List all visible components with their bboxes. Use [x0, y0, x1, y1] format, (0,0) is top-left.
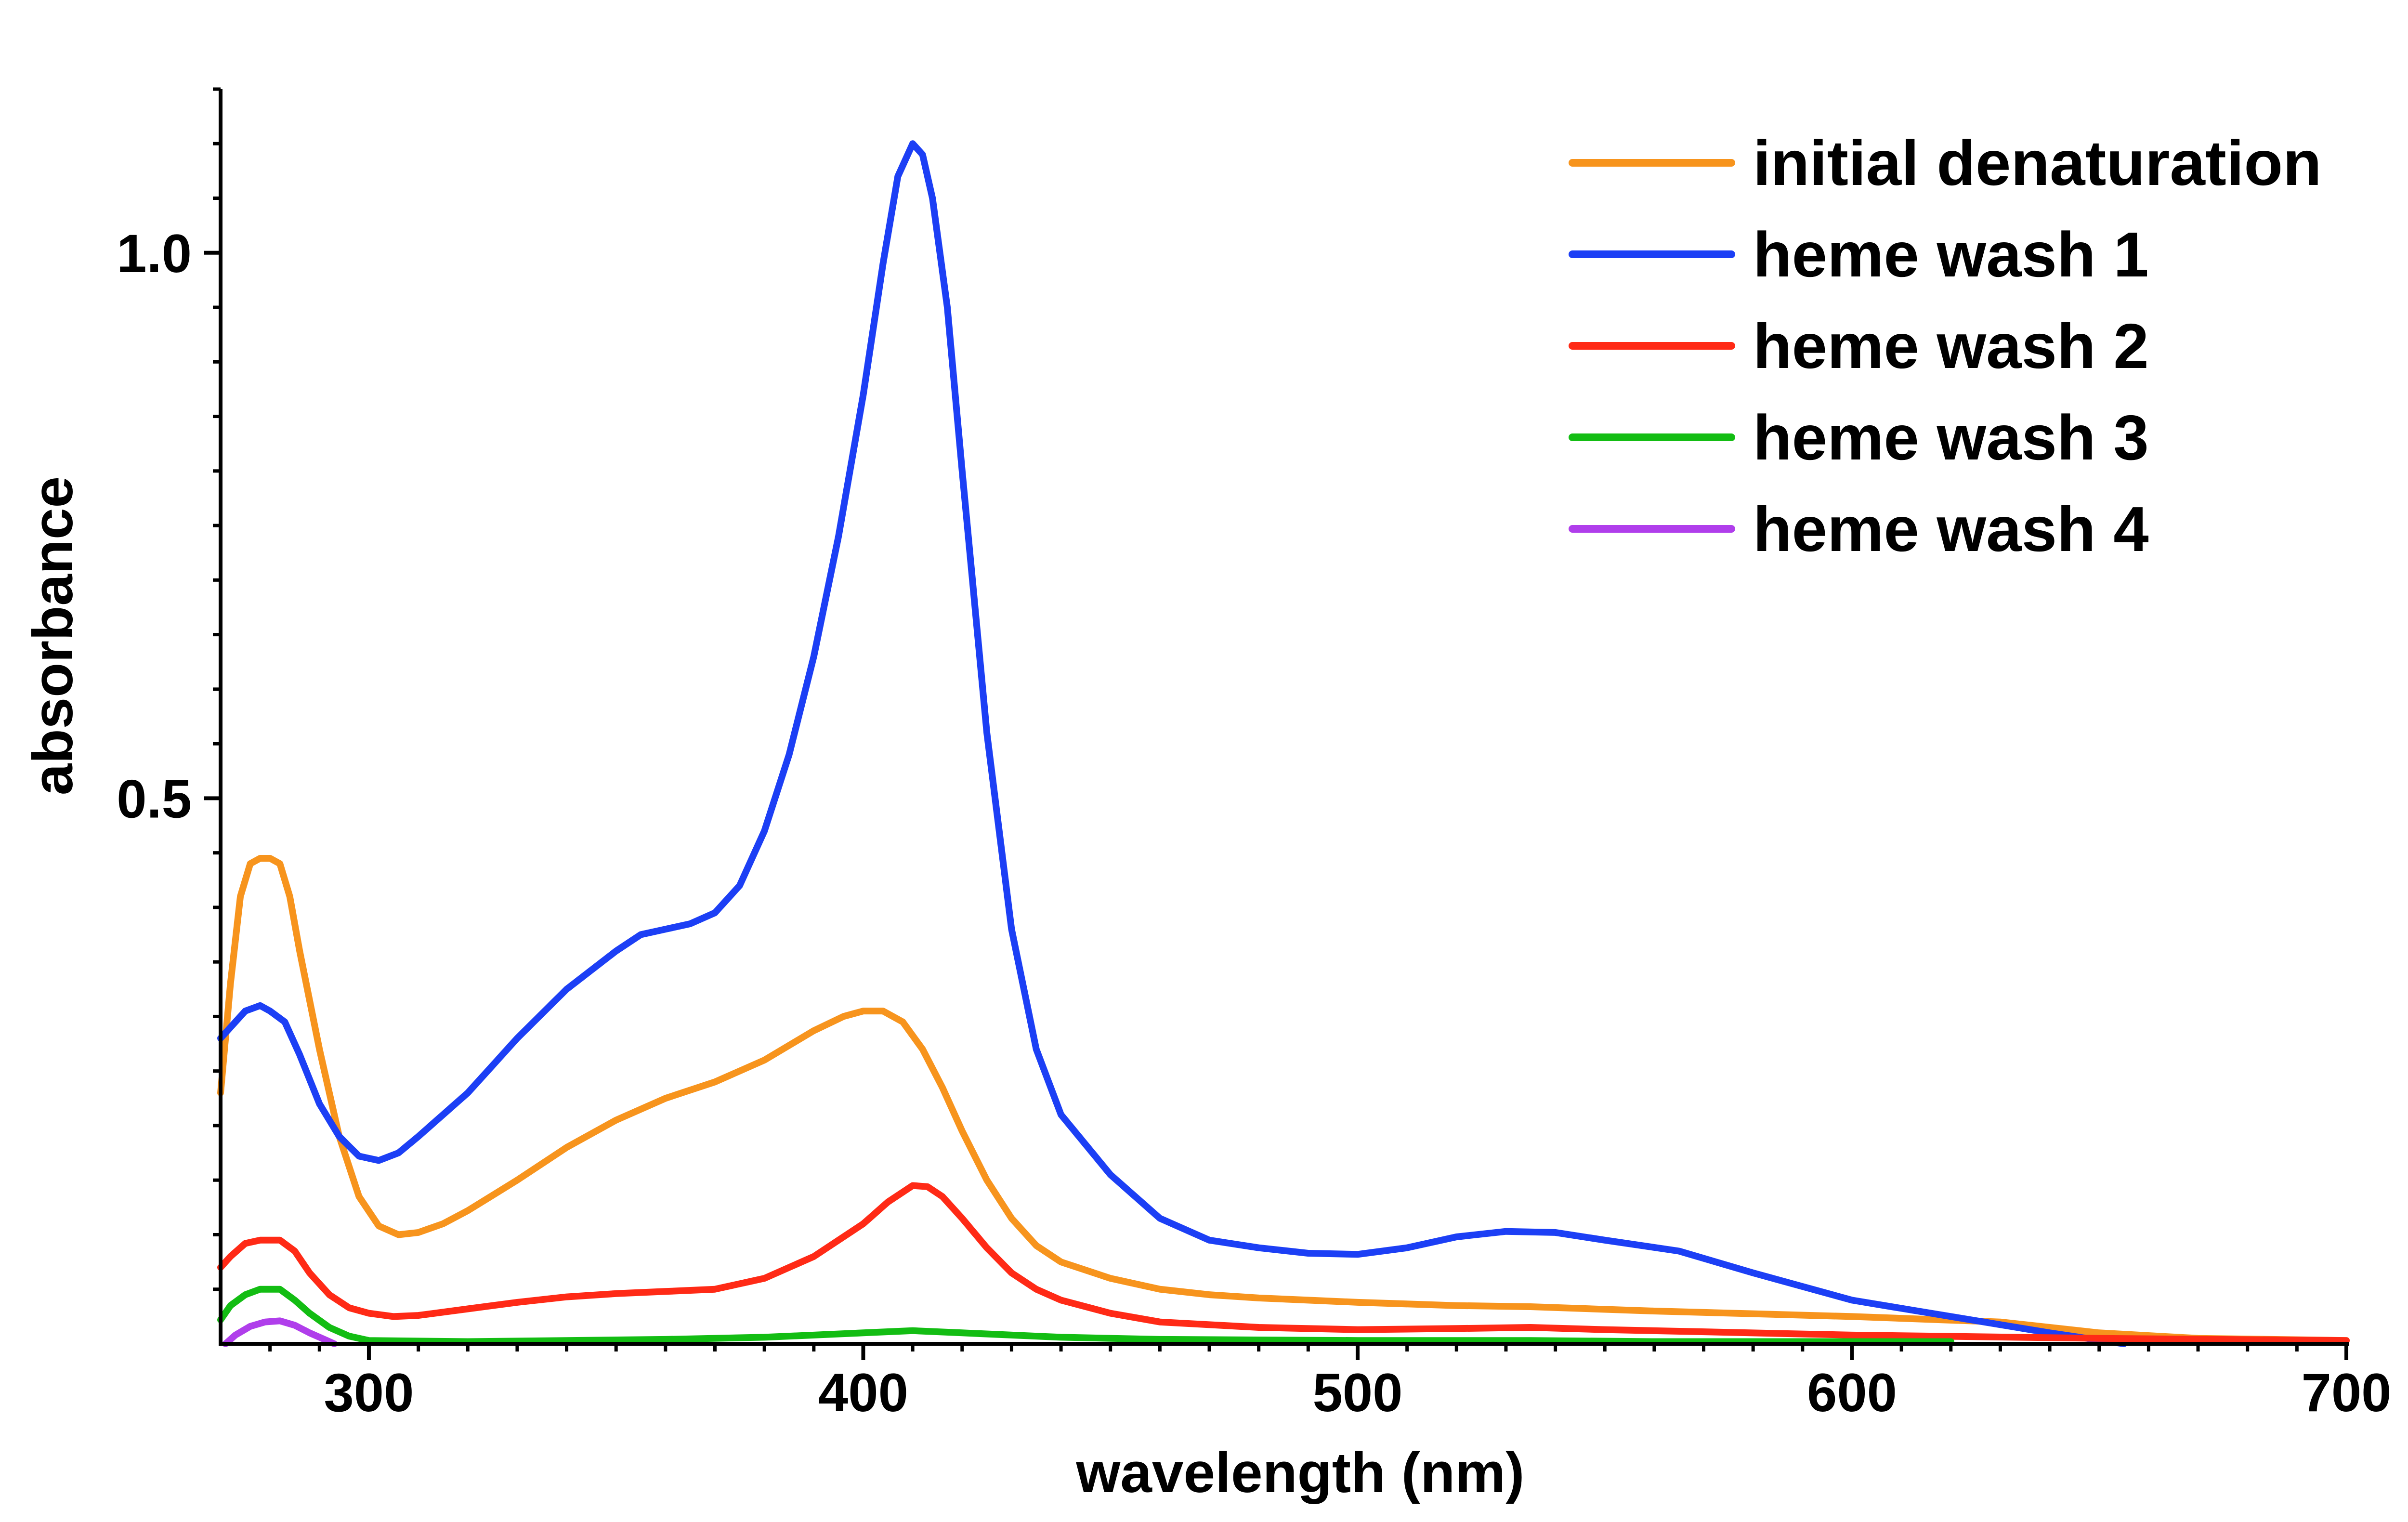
legend-item: heme wash 1 [1569, 219, 2149, 290]
legend-label: heme wash 3 [1753, 402, 2149, 473]
series-line-4 [217, 1286, 1954, 1345]
series-line-5 [222, 1317, 338, 1347]
y-tick-label: 0.5 [117, 769, 192, 829]
x-major-ticks [366, 1344, 2348, 1360]
y-tick-label: 1.0 [117, 223, 192, 284]
axes [204, 87, 2349, 1360]
x-tick-labels: 300 400 500 600 700 [324, 1363, 2392, 1423]
x-tick-label: 300 [324, 1363, 414, 1423]
x-axis-title: wavelength (nm) [1076, 1441, 1525, 1505]
x-tick-label: 400 [818, 1363, 908, 1423]
x-tick-label: 600 [1807, 1363, 1897, 1423]
series-line-1 [217, 855, 2350, 1344]
y-major-ticks [204, 250, 221, 800]
legend-item: heme wash 3 [1569, 402, 2149, 473]
legend-item: heme wash 4 [1569, 494, 2149, 564]
legend-item: initial denaturation [1569, 128, 2322, 198]
legend-label: heme wash 1 [1753, 219, 2149, 290]
y-minor-ticks [213, 87, 221, 1291]
series-line-3 [217, 1182, 2350, 1344]
series-lines [217, 140, 2350, 1347]
y-tick-labels: 0.5 1.0 [117, 223, 192, 829]
legend-label: initial denaturation [1753, 128, 2322, 198]
series-line-2 [217, 140, 2128, 1347]
legend-label: heme wash 2 [1753, 311, 2149, 381]
x-tick-label: 500 [1313, 1363, 1403, 1423]
legend: initial denaturation heme wash 1 heme wash… [1569, 128, 2322, 564]
x-tick-label: 700 [2302, 1363, 2392, 1423]
x-minor-ticks [268, 1344, 2299, 1351]
legend-item: heme wash 2 [1569, 311, 2149, 381]
y-axis-title: absorbance [21, 476, 85, 795]
legend-label: heme wash 4 [1753, 494, 2149, 564]
